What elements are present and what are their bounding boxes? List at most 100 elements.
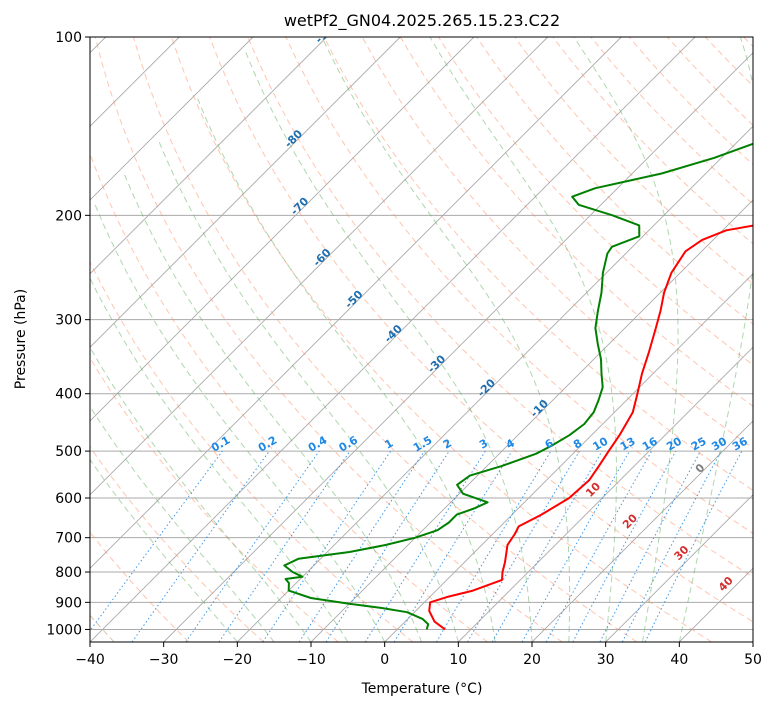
x-tick-label: −10 — [296, 652, 326, 668]
wetbulb-label: 20 — [620, 511, 640, 531]
isotherm-line — [236, 125, 753, 642]
y-tick-label: 600 — [55, 491, 82, 507]
series-group — [283, 142, 753, 631]
isotherm-line — [531, 420, 753, 642]
dry-adiabat-line — [90, 152, 488, 642]
moist-adiabat-line — [90, 458, 238, 642]
isotherm-line — [384, 273, 753, 642]
dry-adiabat-line — [323, 37, 753, 491]
moist-adiabat-line — [158, 141, 459, 642]
mixing-ratio-line — [185, 450, 320, 642]
isotherm-line — [90, 37, 328, 275]
isotherm-label: -30 — [425, 352, 448, 375]
background-lines — [90, 37, 753, 642]
dry-adiabat-line — [437, 37, 753, 366]
moist-adiabat-line — [244, 49, 533, 642]
isotherm-line — [163, 52, 753, 642]
moist-adiabat-line — [90, 277, 349, 642]
moist-adiabat-line — [90, 346, 312, 642]
x-tick-label: 20 — [523, 652, 541, 668]
x-tick-label: 0 — [380, 652, 389, 668]
dry-adiabat-line — [704, 37, 753, 87]
y-tick-label: 700 — [55, 531, 82, 547]
mixing-ratio-line — [90, 450, 223, 632]
x-tick-label: −40 — [75, 652, 105, 668]
y-tick-label: 800 — [55, 565, 82, 581]
dry-adiabat-line — [743, 37, 753, 48]
y-tick-label: 400 — [55, 387, 82, 403]
moist-adiabat-line — [93, 201, 386, 642]
axis-ticks: −40 −30 −20 −10 0 10 20 30 40 50 100 200 300 400 500 60… — [46, 30, 762, 668]
isotherm-label: -80 — [282, 127, 305, 150]
dry-adiabat-line — [132, 37, 638, 642]
isotherm-label: -10 — [528, 397, 551, 420]
moist-adiabat-line — [573, 37, 679, 642]
temperature-profile-line — [428, 224, 753, 631]
y-tick-label: 900 — [55, 595, 82, 611]
y-axis-title: Pressure (hPa) — [13, 289, 29, 389]
isotherm-line — [90, 37, 475, 422]
y-tick-label: 500 — [55, 444, 82, 460]
y-tick-label: 100 — [55, 30, 82, 46]
x-axis-title: Temperature (°C) — [361, 681, 483, 697]
dry-adiabat-line — [247, 37, 753, 578]
mixing-ratio-line — [545, 450, 653, 642]
mixing-ratio-line — [644, 450, 743, 642]
isotherm-line — [752, 641, 753, 642]
isotherm-label: -40 — [382, 322, 405, 345]
mixing-ratio-line — [467, 450, 580, 642]
y-tick-label: 300 — [55, 313, 82, 329]
mixing-ratio-line — [298, 450, 425, 642]
mixing-ratio-line — [131, 450, 270, 642]
x-tick-label: 50 — [744, 652, 762, 668]
mixing-ratio-line — [435, 450, 552, 642]
dry-adiabat-line — [90, 356, 339, 642]
x-tick-label: 40 — [670, 652, 688, 668]
moist-adiabat-line — [195, 94, 496, 642]
mixing-ratio-label: 4 — [504, 436, 517, 451]
moist-adiabat-line — [429, 37, 617, 642]
dry-adiabat-line — [171, 37, 712, 642]
isotherm-line — [90, 37, 254, 201]
dewpoint-profile-line — [283, 142, 753, 630]
dry-adiabat-line — [552, 37, 753, 245]
y-tick-label: 200 — [55, 208, 82, 224]
mixing-ratio-line — [325, 450, 450, 642]
isotherm-label: -70 — [288, 194, 311, 217]
isotherm-label: -50 — [342, 288, 365, 311]
mixing-ratio-label: 2 — [441, 437, 454, 452]
chart-title: wetPf2_GN04.2025.265.15.23.C22 — [284, 11, 560, 31]
dry-adiabat-line — [90, 446, 264, 642]
dry-adiabat-line — [285, 37, 753, 535]
mixing-ratio-line — [218, 450, 351, 642]
mixing-ratio-line — [262, 450, 392, 642]
mixing-ratio-line — [364, 450, 486, 642]
isotherm-line — [90, 37, 622, 569]
isotherm-line — [90, 37, 549, 496]
dry-adiabat-line — [514, 37, 753, 285]
moist-adiabat-line — [678, 37, 753, 642]
mixing-ratio-line — [572, 450, 677, 642]
wetbulb-label: 30 — [672, 543, 692, 563]
isotherm-line — [678, 567, 753, 642]
dry-adiabat-line — [476, 37, 753, 325]
dry-adiabat-line — [94, 37, 563, 642]
wetbulb-label: 40 — [716, 574, 736, 594]
x-tick-label: −20 — [223, 652, 253, 668]
moist-adiabat-line — [123, 173, 422, 642]
isotherm-line — [457, 346, 753, 642]
moist-adiabat-line — [321, 37, 571, 642]
isotherm-label: -90 — [313, 23, 336, 46]
isotherm-line — [310, 199, 753, 642]
isotherm-label: -20 — [475, 376, 498, 399]
isotherm-line — [90, 37, 401, 348]
dry-adiabat-line — [90, 260, 414, 642]
dry-adiabat-line — [209, 37, 753, 623]
y-tick-label: 1000 — [46, 622, 82, 638]
isotherm-line — [605, 494, 753, 642]
x-tick-label: −30 — [149, 652, 179, 668]
x-tick-label: 10 — [449, 652, 467, 668]
isotherm-label: -60 — [310, 246, 333, 269]
